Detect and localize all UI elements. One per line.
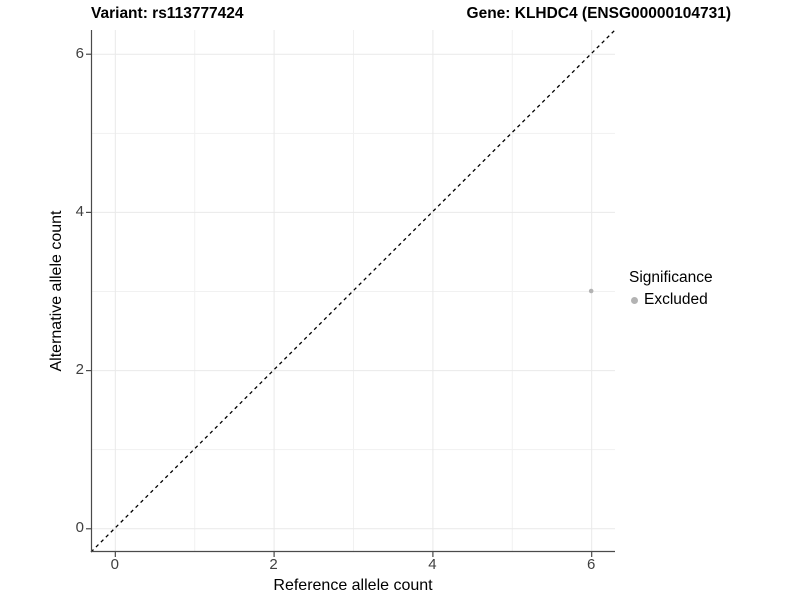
plot-title-row: Variant: rs113777424 Gene: KLHDC4 (ENSG0… (91, 5, 731, 23)
gene-title: Gene: KLHDC4 (ENSG00000104731) (466, 5, 731, 22)
y-axis-title: Alternative allele count (48, 210, 65, 372)
y-tick-label: 4 (75, 202, 84, 220)
data-point (588, 288, 594, 294)
legend-title: Significance (629, 269, 713, 286)
y-tick-label: 0 (75, 519, 84, 537)
plot-panel (86, 29, 616, 557)
x-tick-label: 4 (428, 556, 437, 573)
x-tick-label: 0 (110, 556, 119, 573)
legend: Significance Excluded (629, 268, 713, 309)
legend-item-excluded: Excluded (629, 291, 713, 309)
variant-title: Variant: rs113777424 (91, 5, 244, 22)
x-tick-label: 2 (269, 556, 278, 573)
legend-item-label: Excluded (644, 291, 708, 308)
identity-line (90, 29, 616, 553)
x-axis-title: Reference allele count (273, 577, 433, 594)
y-tick-label: 6 (75, 44, 84, 62)
x-tick-label: 6 (587, 556, 596, 573)
y-tick-label: 2 (75, 361, 84, 379)
legend-dot (631, 296, 638, 304)
